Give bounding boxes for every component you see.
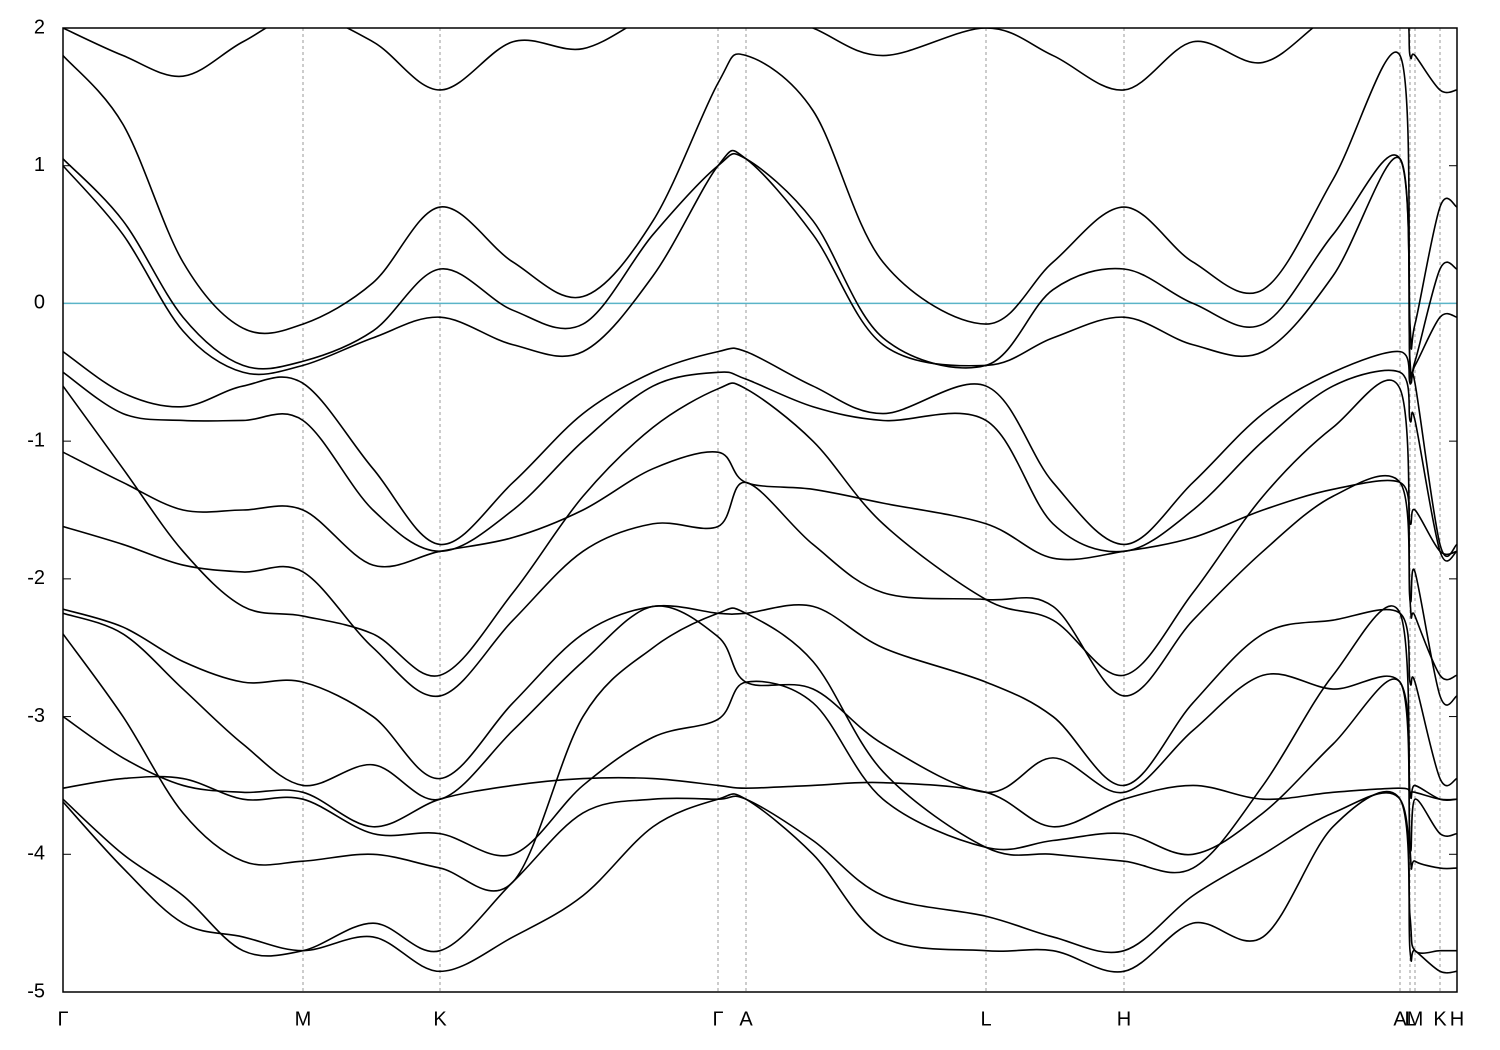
band-line bbox=[63, 149, 1457, 384]
y-tick-label: -1 bbox=[27, 429, 45, 451]
y-tick-label: 1 bbox=[34, 154, 45, 176]
x-tick-label: Γ bbox=[57, 1008, 68, 1030]
band-line bbox=[63, 605, 1457, 892]
x-tick-label: L bbox=[980, 1008, 991, 1030]
band-line bbox=[63, 451, 1457, 568]
y-tick-label: 0 bbox=[34, 292, 45, 314]
band-line bbox=[63, 792, 1457, 957]
y-tick-label: 2 bbox=[34, 16, 45, 38]
band-line bbox=[63, 604, 1457, 787]
x-tick-label: M bbox=[1407, 1008, 1424, 1030]
x-tick-label: H bbox=[1117, 1008, 1131, 1030]
x-tick-label: A bbox=[739, 1008, 753, 1030]
bands bbox=[63, 28, 1457, 974]
plot-frame bbox=[62, 27, 1458, 993]
band-line bbox=[63, 678, 1457, 857]
y-tick-label: -4 bbox=[27, 843, 45, 865]
band-line bbox=[63, 28, 1457, 94]
band-line bbox=[63, 379, 1457, 681]
x-tick-label: K bbox=[433, 1008, 447, 1030]
x-tick-label: M bbox=[295, 1008, 312, 1030]
band-line bbox=[63, 369, 1457, 562]
grid bbox=[62, 27, 1458, 993]
band-line bbox=[63, 790, 1457, 974]
y-tick-label: -5 bbox=[27, 980, 45, 1002]
y-tick-label: -3 bbox=[27, 705, 45, 727]
y-tick-label: -2 bbox=[27, 567, 45, 589]
x-tick-label: Γ bbox=[712, 1008, 723, 1030]
band-line bbox=[63, 347, 1457, 558]
band-line bbox=[63, 51, 1457, 350]
band-line bbox=[63, 474, 1457, 706]
x-tick-label: K bbox=[1433, 1008, 1447, 1030]
x-tick-label: L bbox=[1404, 1008, 1415, 1030]
band-line bbox=[63, 605, 1457, 802]
band-line bbox=[63, 152, 1457, 382]
band-line bbox=[63, 715, 1457, 828]
x-tick-label: A bbox=[1393, 1008, 1407, 1030]
x-tick-label: H bbox=[1450, 1008, 1464, 1030]
